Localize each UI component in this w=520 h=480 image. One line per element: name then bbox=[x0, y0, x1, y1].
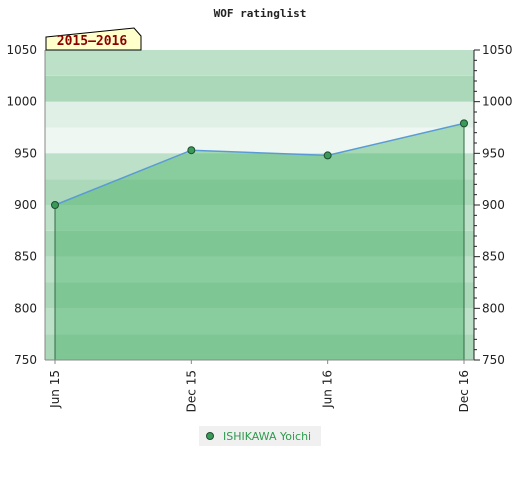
background-bands bbox=[45, 50, 474, 360]
axes: 750 750 800 800 850 850 900 900 950 950 1000 1000 10… bbox=[6, 43, 512, 412]
legend-box bbox=[199, 426, 321, 446]
data-point[interactable] bbox=[51, 201, 59, 209]
y-tick-label-right: 900 bbox=[482, 198, 505, 212]
series-line bbox=[54, 122, 465, 206]
background-band bbox=[45, 308, 474, 335]
season-badge: 2015–2016 bbox=[45, 27, 142, 51]
y-tick-label-left: 1050 bbox=[6, 43, 37, 57]
y-tick-label-right: 850 bbox=[482, 250, 505, 264]
x-tick-label: Dec 16 bbox=[457, 370, 471, 412]
data-point[interactable] bbox=[323, 151, 332, 160]
y-tick-label-right: 1000 bbox=[482, 95, 513, 109]
data-point[interactable] bbox=[187, 146, 196, 155]
y-tick-label-left: 800 bbox=[14, 301, 37, 315]
legend: ISHIKAWA Yoichi bbox=[199, 426, 321, 446]
chart-title: WOF ratinglist bbox=[214, 7, 307, 20]
season-badge-label: 2015–2016 bbox=[57, 34, 128, 49]
background-band bbox=[45, 205, 474, 231]
y-tick-label-left: 950 bbox=[14, 146, 37, 160]
background-band bbox=[45, 75, 474, 102]
season-badge-bg bbox=[45, 27, 142, 51]
background-band bbox=[45, 179, 474, 205]
y-tick-label-right: 1050 bbox=[482, 43, 513, 57]
y-tick-label-left: 750 bbox=[14, 353, 37, 367]
series-area bbox=[55, 123, 464, 360]
y-tick-label-right: 750 bbox=[482, 353, 505, 367]
y-tick-label-right: 950 bbox=[482, 146, 505, 160]
background-band bbox=[45, 153, 474, 180]
x-tick-label: Jun 15 bbox=[48, 370, 62, 409]
y-tick-label-left: 1000 bbox=[6, 95, 37, 109]
background-band bbox=[45, 256, 474, 283]
background-band bbox=[45, 282, 474, 309]
x-tick-label: Dec 15 bbox=[184, 370, 198, 412]
background-band bbox=[45, 101, 474, 128]
x-tick-label: Jun 16 bbox=[321, 370, 335, 409]
legend-series-label[interactable]: ISHIKAWA Yoichi bbox=[223, 430, 311, 443]
y-tick-label-right: 800 bbox=[482, 301, 505, 315]
background-band bbox=[45, 230, 474, 257]
background-band bbox=[45, 334, 474, 360]
background-band bbox=[45, 50, 474, 76]
background-band bbox=[45, 127, 474, 154]
data-point[interactable] bbox=[460, 119, 468, 128]
legend-marker bbox=[206, 432, 214, 440]
y-tick-label-left: 850 bbox=[14, 250, 37, 264]
y-tick-label-left: 900 bbox=[14, 198, 37, 212]
plot-area bbox=[51, 119, 468, 360]
